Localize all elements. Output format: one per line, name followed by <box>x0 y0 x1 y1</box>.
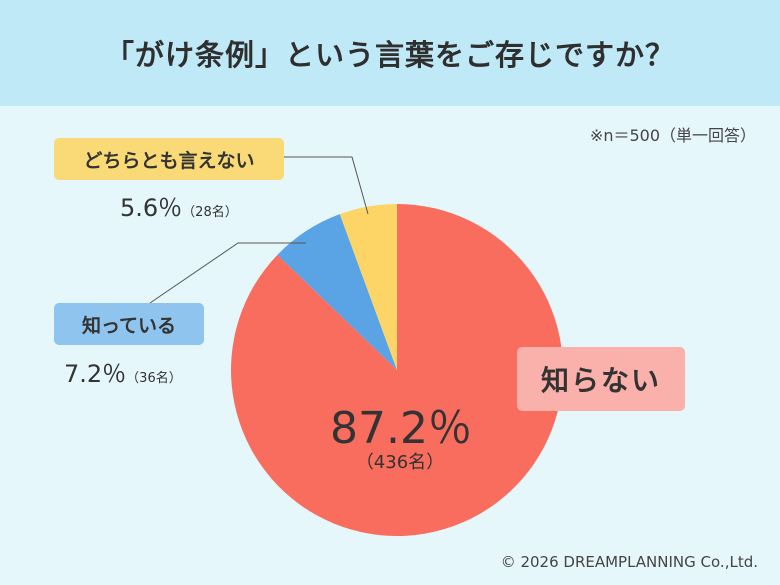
value-shiranai-count: （436名） <box>355 452 445 473</box>
value-shiranai-percent: 87.2％ <box>330 403 472 454</box>
value-shitteiru-count: （36名） <box>126 371 182 386</box>
pie-slice-shiranai <box>230 204 563 536</box>
pie-slice-shitteiru <box>277 214 397 370</box>
label-shiranai: 知らない <box>517 347 685 411</box>
copyright: © 2026 DREAMPLANNING Co.,Ltd. <box>500 553 758 571</box>
label-shitteiru: 知っている <box>54 303 204 345</box>
value-dochira-count: （28名） <box>182 205 238 220</box>
label-dochira: どちらとも言えない <box>54 138 284 180</box>
sample-note: ※n＝500（単一回答） <box>589 126 756 145</box>
value-shitteiru-percent: 7.2％ <box>64 360 127 388</box>
value-dochira: 5.6％（28名） <box>120 188 238 223</box>
value-shitteiru: 7.2％（36名） <box>64 354 182 389</box>
leader-line-shitteiru <box>149 242 306 304</box>
value-dochira-percent: 5.6％ <box>120 194 183 222</box>
leader-line-dochira <box>284 156 369 215</box>
chart-title: 「がけ条例」という言葉をご存じですか？ <box>104 38 675 72</box>
pie-slice-dochira <box>339 204 397 370</box>
header-bar: 「がけ条例」という言葉をご存じですか？ <box>0 0 780 106</box>
